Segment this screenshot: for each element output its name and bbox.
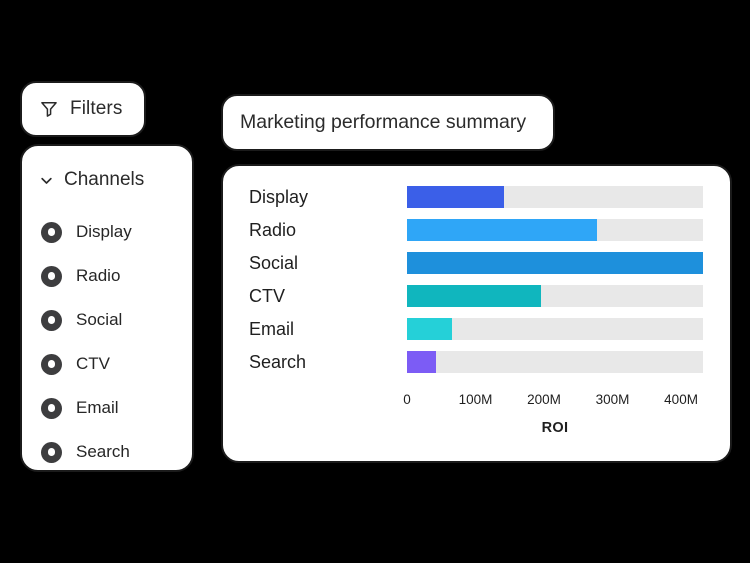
- x-axis-ticks: 0 100M 200M 300M 400M: [403, 392, 703, 412]
- channel-item-label: Social: [76, 310, 123, 329]
- radio-selected-icon[interactable]: [41, 397, 62, 419]
- bar-track: [407, 186, 703, 208]
- bar-category-label: Search: [249, 351, 307, 372]
- bar-category-label: Radio: [249, 219, 297, 240]
- channel-item-display[interactable]: Display: [22, 210, 192, 254]
- bar-fill-ctv[interactable]: [407, 285, 541, 307]
- bar-row: Social: [249, 250, 703, 276]
- bar-row: Email: [249, 316, 703, 342]
- filters-button[interactable]: Filters: [20, 81, 146, 137]
- bar-track: [407, 219, 703, 241]
- channel-item-search[interactable]: Search: [22, 430, 192, 474]
- bar-track: [407, 285, 703, 307]
- bar-fill-email[interactable]: [407, 318, 453, 340]
- bar-row: Display: [249, 184, 703, 210]
- radio-selected-icon[interactable]: [41, 221, 62, 243]
- bar-chart-plot: Display Radio Social CTV Email Search 0 100M 20…: [223, 166, 730, 461]
- chart-card: Display Radio Social CTV Email Search 0 100M 20…: [221, 164, 732, 463]
- bar-category-label: Social: [249, 252, 299, 273]
- radio-selected-icon[interactable]: [41, 265, 62, 287]
- channels-section-header[interactable]: Channels: [22, 158, 192, 202]
- x-tick-label: 300M: [595, 392, 630, 407]
- bar-fill-radio[interactable]: [407, 219, 598, 241]
- chart-title-text: Marketing performance summary: [240, 111, 527, 133]
- x-tick-label: 200M: [527, 392, 561, 407]
- channel-item-label: Email: [76, 398, 119, 417]
- bar-track: [407, 318, 703, 340]
- bar-category-label: Email: [249, 318, 295, 339]
- x-tick-label: 0: [403, 392, 411, 407]
- bar-fill-search[interactable]: [407, 351, 436, 373]
- filters-button-label: Filters: [70, 98, 123, 119]
- bar-row: CTV: [249, 283, 703, 309]
- bar-track: [407, 252, 703, 274]
- bar-row: Radio: [249, 217, 703, 243]
- channel-item-radio[interactable]: Radio: [22, 254, 192, 298]
- channel-item-label: CTV: [76, 354, 110, 373]
- chart-title-pill[interactable]: Marketing performance summary: [221, 94, 555, 151]
- channel-item-label: Display: [76, 222, 132, 241]
- channel-item-social[interactable]: Social: [22, 298, 192, 342]
- bar-row: Search: [249, 349, 703, 375]
- chevron-down-icon: [39, 173, 54, 188]
- funnel-icon: [39, 99, 59, 119]
- radio-selected-icon[interactable]: [41, 353, 62, 375]
- channel-item-ctv[interactable]: CTV: [22, 342, 192, 386]
- radio-selected-icon[interactable]: [41, 441, 62, 463]
- bar-category-label: CTV: [249, 285, 285, 306]
- channel-item-label: Search: [76, 442, 130, 461]
- channel-item-label: Radio: [76, 266, 121, 285]
- radio-selected-icon[interactable]: [41, 309, 62, 331]
- channels-panel: Channels Display Radio Social CTV Email Searc…: [20, 144, 194, 472]
- channel-item-email[interactable]: Email: [22, 386, 192, 430]
- x-tick-label: 100M: [458, 392, 493, 407]
- bar-fill-social[interactable]: [407, 252, 703, 274]
- bar-fill-display[interactable]: [407, 186, 504, 208]
- x-axis-title: ROI: [541, 420, 569, 436]
- bar-category-label: Display: [249, 186, 309, 207]
- x-tick-label: 400M: [664, 392, 698, 407]
- bar-track: [407, 351, 703, 373]
- channel-list: Display Radio Social CTV Email Search: [22, 202, 192, 474]
- channels-section-label: Channels: [64, 169, 145, 190]
